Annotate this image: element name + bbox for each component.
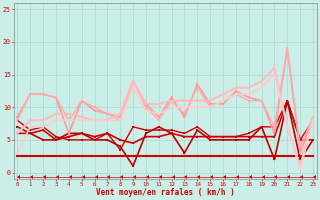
- X-axis label: Vent moyen/en rafales ( km/h ): Vent moyen/en rafales ( km/h ): [96, 188, 235, 197]
